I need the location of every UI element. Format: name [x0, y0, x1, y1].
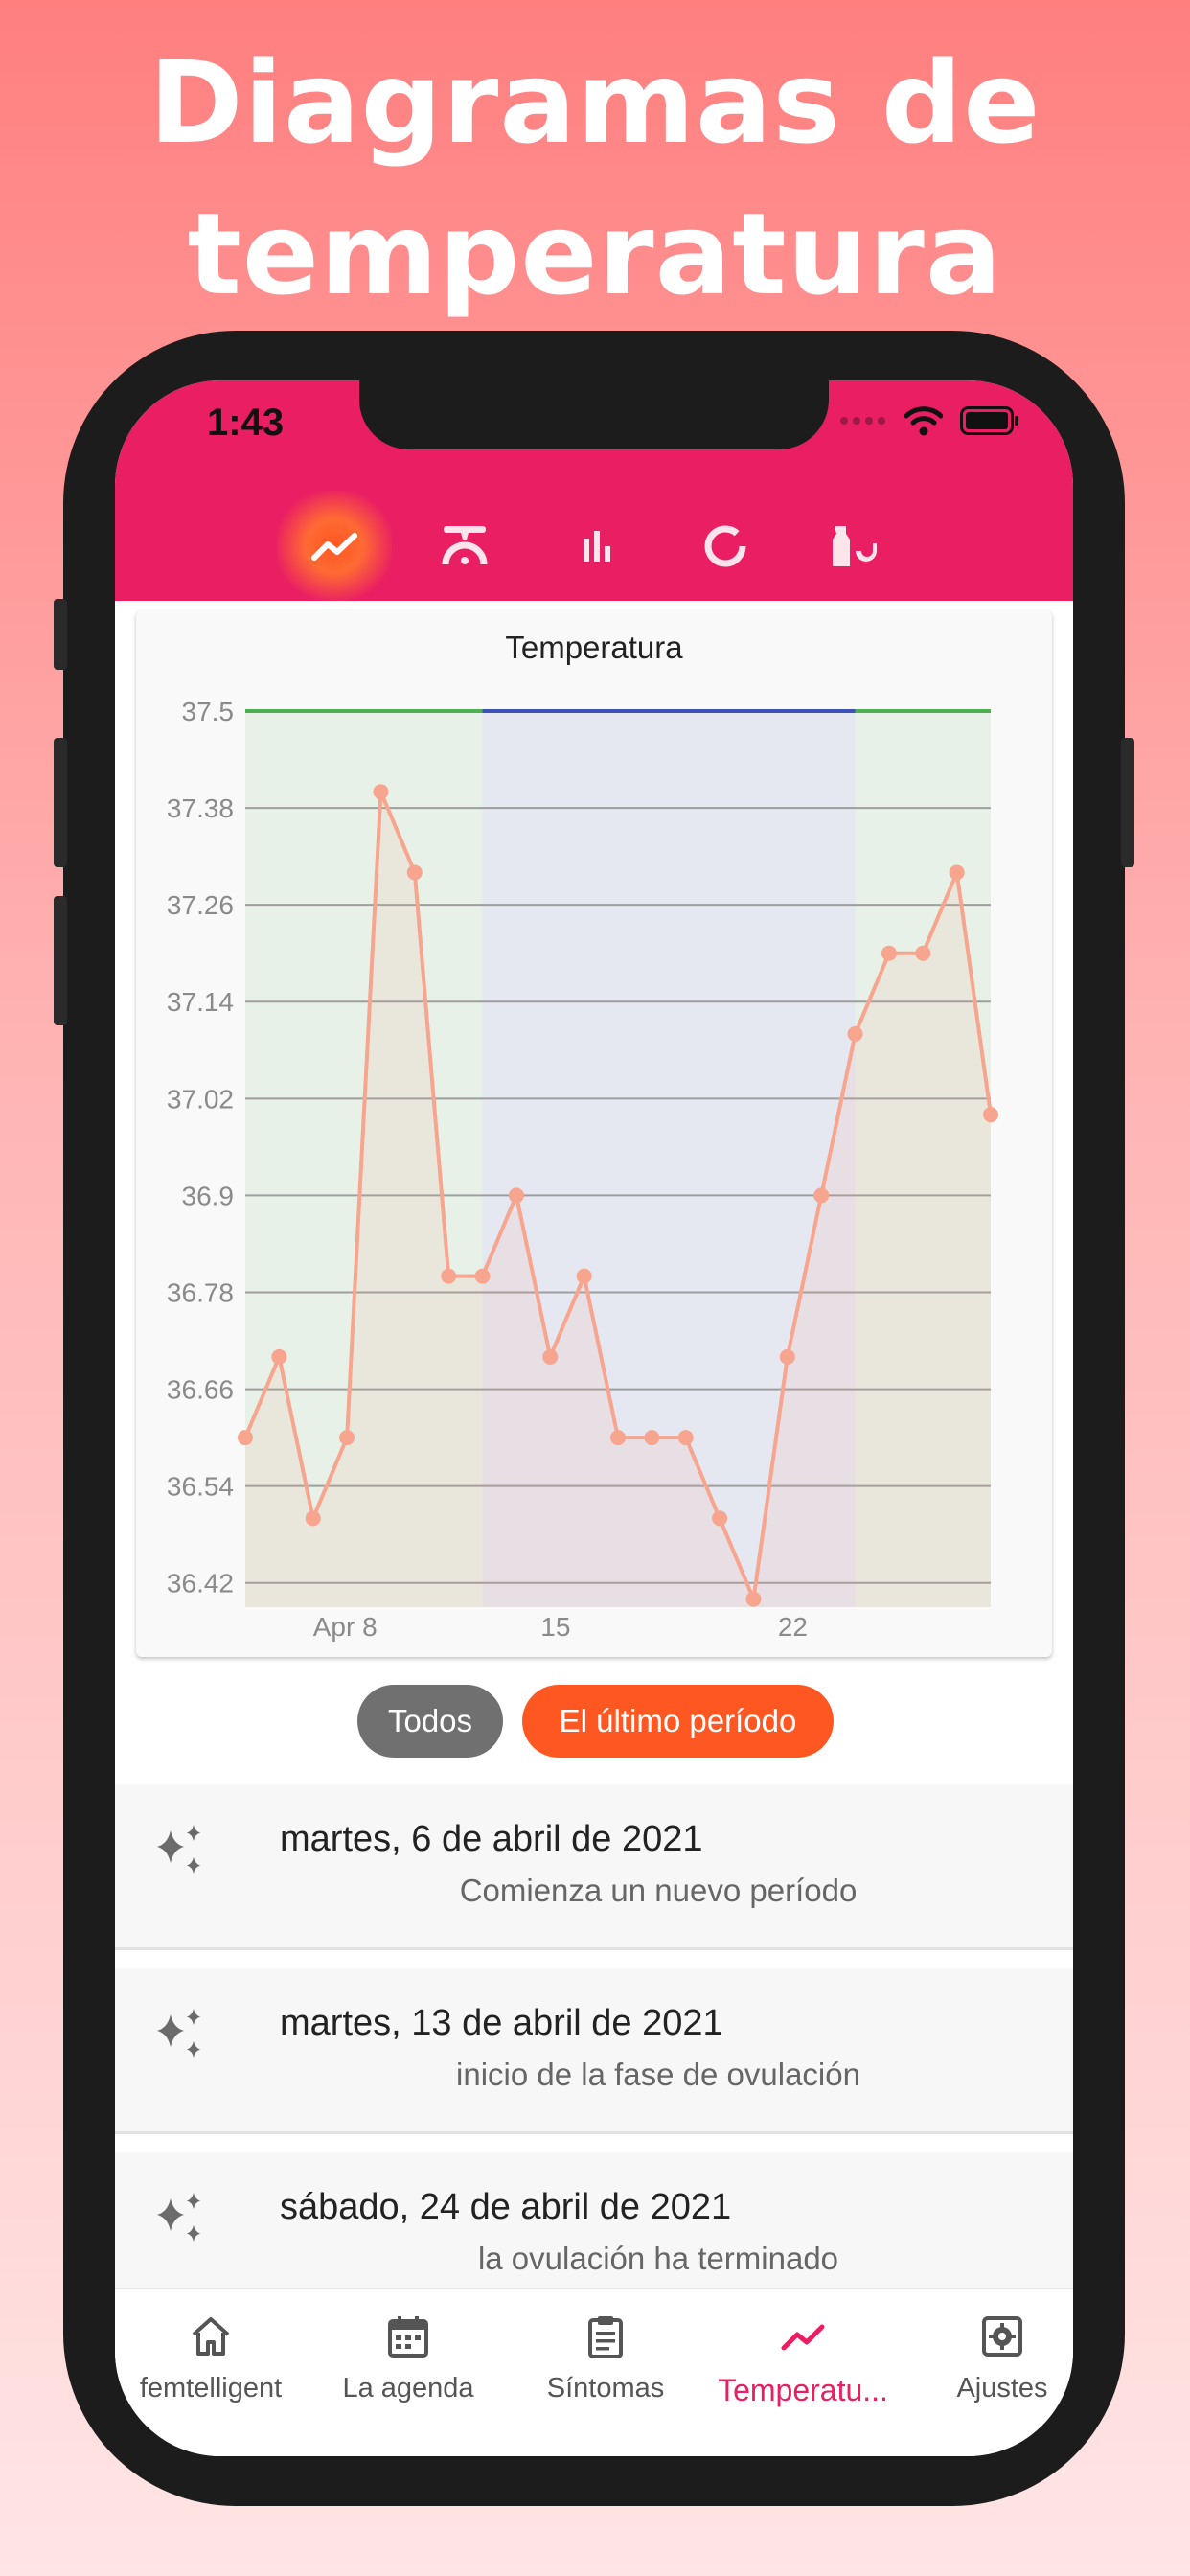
headline-line-1: Diagramas de [149, 36, 1041, 169]
data-point [474, 1268, 491, 1284]
data-point [644, 1430, 660, 1446]
calendar-icon [388, 2316, 428, 2358]
y-tick-label: 37.5 [182, 697, 235, 726]
nav-temperature[interactable]: Temperatu... [707, 2304, 899, 2419]
wifi-icon [904, 406, 943, 436]
event-description: la ovulación ha terminado [477, 2241, 839, 2276]
x-tick-label: Apr 8 [313, 1612, 378, 1642]
event-date: sábado, 24 de abril de 2021 [280, 2187, 732, 2227]
thermometer-gauge-icon [442, 525, 488, 564]
phase-band-post-ovulation [855, 711, 991, 1607]
data-point [542, 1348, 559, 1365]
temperature-chart-card: Temperatura 37.5 37.38 37.26 37.14 37.02 36.9… [136, 610, 1052, 1657]
nav-settings[interactable]: Ajustes [906, 2304, 1073, 2419]
tab-gauge[interactable] [407, 491, 522, 601]
event-item[interactable]: martes, 13 de abril de 2021 inicio de la… [115, 1968, 1073, 2134]
phone-power-button [1121, 738, 1134, 867]
data-point [712, 1510, 728, 1527]
trending-up-icon [781, 2324, 825, 2351]
bar-chart-icon [584, 530, 610, 562]
y-tick-label: 37.14 [167, 987, 234, 1017]
headline: Diagramas de temperatura [0, 27, 1190, 330]
filter-last-period-button[interactable]: El último período [522, 1685, 834, 1758]
data-point [745, 1591, 762, 1607]
nav-temperature-label: Temperatu... [718, 2373, 888, 2407]
data-point [238, 1430, 253, 1446]
y-tick-label: 37.02 [167, 1084, 234, 1114]
event-item[interactable]: martes, 6 de abril de 2021 Comienza un n… [115, 1784, 1073, 1950]
event-description: Comienza un nuevo período [459, 1873, 858, 1908]
data-point [406, 864, 423, 881]
data-point [271, 1348, 287, 1365]
filter-all-button[interactable]: Todos [357, 1685, 503, 1758]
signal-icon [840, 417, 885, 425]
data-point [949, 864, 965, 881]
y-tick-label: 36.78 [167, 1277, 234, 1307]
bottom-navigation: femtelligent La agenda Síntomas [115, 2288, 1073, 2456]
tab-temperature-chart[interactable] [277, 491, 392, 601]
series-area [245, 792, 991, 1607]
data-point [881, 945, 897, 961]
clipboard-icon [588, 2316, 623, 2358]
nav-agenda-label: La agenda [342, 2373, 474, 2404]
phone-mute-switch [54, 599, 67, 670]
event-date: martes, 6 de abril de 2021 [280, 1819, 703, 1859]
event-date: martes, 13 de abril de 2021 [280, 2003, 723, 2043]
data-point [847, 1025, 863, 1042]
temperature-chart: Temperatura 37.5 37.38 37.26 37.14 37.02 36.9… [167, 630, 998, 1642]
settings-icon [982, 2316, 1022, 2357]
donut-chart-icon [704, 525, 746, 566]
data-point [983, 1107, 998, 1123]
chart-title: Temperatura [505, 630, 683, 665]
app-screen: 1:43 [115, 380, 1073, 2456]
sparkles-icon [157, 1825, 200, 1874]
nav-settings-label: Ajustes [956, 2373, 1048, 2404]
data-point [610, 1430, 626, 1446]
status-icons [839, 405, 1019, 436]
top-tab-bar [115, 491, 1073, 601]
trending-up-icon [311, 532, 357, 561]
data-point [441, 1268, 457, 1284]
data-point [508, 1187, 524, 1204]
x-tick-label: 22 [778, 1612, 808, 1642]
y-tick-label: 36.54 [167, 1472, 234, 1502]
phase-band-ovulation [482, 711, 856, 1607]
y-tick-label: 37.26 [167, 890, 234, 920]
tab-bar-chart[interactable] [539, 491, 654, 601]
battery-icon [960, 406, 1018, 435]
status-time: 1:43 [207, 402, 285, 444]
phone-volume-down [54, 896, 67, 1025]
data-point [339, 1430, 355, 1446]
data-point [576, 1268, 592, 1284]
data-point [677, 1430, 694, 1446]
headline-line-2: temperatura [187, 188, 1003, 320]
nav-home-label: femtelligent [139, 2373, 283, 2404]
data-point [373, 784, 389, 800]
filter-last-period-label: El último período [559, 1703, 797, 1738]
phone-notch [359, 380, 829, 449]
sparkles-icon [157, 2009, 200, 2058]
filter-all-label: Todos [387, 1703, 473, 1738]
data-point [915, 945, 931, 961]
home-icon [192, 2317, 230, 2356]
nav-agenda[interactable]: La agenda [312, 2304, 504, 2419]
test-tube-icon [833, 525, 877, 566]
event-description: inicio de la fase de ovulación [456, 2057, 860, 2092]
tab-donut-chart[interactable] [668, 491, 783, 601]
y-tick-label: 36.42 [167, 1569, 234, 1598]
nav-symptoms[interactable]: Síntomas [510, 2304, 701, 2419]
data-point [813, 1187, 830, 1204]
phase-band-period [245, 711, 483, 1607]
phone-volume-up [54, 738, 67, 867]
nav-home[interactable]: femtelligent [115, 2304, 307, 2419]
y-tick-label: 36.9 [182, 1181, 235, 1210]
x-tick-label: 15 [540, 1612, 570, 1642]
data-point [305, 1510, 321, 1527]
nav-symptoms-label: Síntomas [546, 2373, 665, 2404]
y-tick-label: 36.66 [167, 1375, 234, 1405]
tab-test[interactable] [797, 491, 912, 601]
y-tick-label: 37.38 [167, 794, 234, 823]
data-point [779, 1348, 795, 1365]
sparkles-icon [157, 2193, 200, 2242]
